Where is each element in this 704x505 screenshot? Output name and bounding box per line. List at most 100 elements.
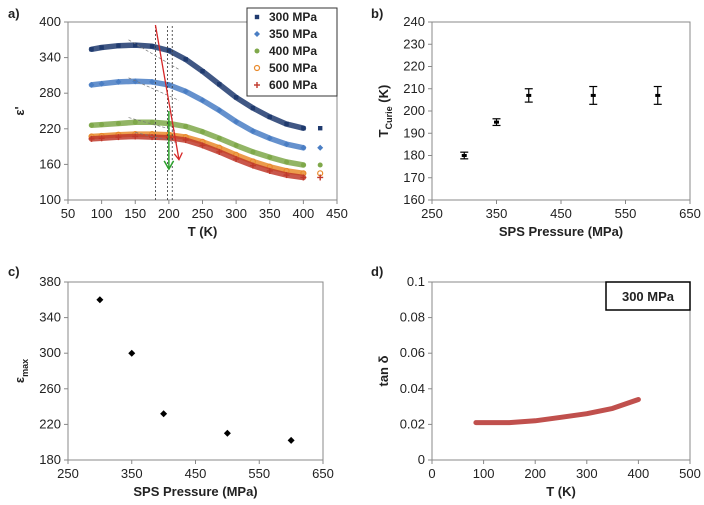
data-point xyxy=(590,93,596,97)
x-tick-label: 650 xyxy=(679,206,701,221)
plot-area-c xyxy=(67,281,324,461)
x-tick-label: 350 xyxy=(121,466,143,481)
x-tick-label: 450 xyxy=(326,206,348,221)
legend-label: 350 MPa xyxy=(269,27,317,41)
y-tick-label: 0.06 xyxy=(400,345,425,360)
series-line-300-MPa xyxy=(88,42,307,131)
data-point xyxy=(249,162,256,169)
data-point xyxy=(200,69,205,74)
y-tick-label: 220 xyxy=(39,416,61,431)
x-tick-label: 500 xyxy=(679,466,701,481)
data-point xyxy=(266,135,273,142)
panel-a: a)50 100 150 200 250 300 350 400 450100160220280… xyxy=(8,6,348,239)
tangent-line xyxy=(128,77,180,101)
legend-box xyxy=(246,7,338,97)
annotation-label: 300 MPa xyxy=(622,289,675,304)
data-point xyxy=(199,142,206,149)
x-tick-label: 50 xyxy=(61,206,75,221)
legend-marker xyxy=(254,14,260,20)
data-point xyxy=(88,81,95,88)
data-point xyxy=(249,128,256,135)
y-tick-label: 100 xyxy=(39,192,61,207)
end-marker xyxy=(317,174,324,181)
legend-label: 500 MPa xyxy=(269,61,317,75)
y-tick-label: 160 xyxy=(403,192,425,207)
data-point xyxy=(267,154,273,160)
x-tick-label: 650 xyxy=(312,466,334,481)
data-point xyxy=(494,120,499,124)
x-axis-title: T (K) xyxy=(546,484,576,499)
data-point xyxy=(461,154,467,157)
data-point xyxy=(233,118,240,125)
legend-label: 400 MPa xyxy=(269,44,317,58)
data-point xyxy=(182,88,189,95)
y-axis-title: εmax xyxy=(12,359,30,383)
data-point xyxy=(655,93,661,97)
data-point xyxy=(216,135,222,141)
panel-d: d) 0 100 200 300 400 500 0 0.02 0.04 0.06 0.08 0.1 T … xyxy=(371,264,701,499)
panel-label-a: a) xyxy=(8,6,20,21)
data-point xyxy=(200,129,205,135)
data-point xyxy=(89,122,95,128)
data-point xyxy=(266,167,273,174)
x-axis-title: T (K) xyxy=(188,224,218,239)
y-axis-title: TCurie (K) xyxy=(376,85,394,138)
x-tick-label: 450 xyxy=(185,466,207,481)
data-point xyxy=(166,48,172,53)
data-point xyxy=(149,134,156,141)
legend-label: 600 MPa xyxy=(269,78,317,92)
data-point xyxy=(250,105,256,111)
plot-area-b xyxy=(431,21,691,201)
legend-marker xyxy=(254,31,260,37)
data-point xyxy=(526,93,532,97)
data-point xyxy=(149,78,156,85)
tangent-line xyxy=(128,117,176,131)
series-line-400-MPa xyxy=(88,119,307,168)
data-point xyxy=(132,119,138,125)
x-tick-label: 250 xyxy=(421,206,443,221)
annotation-box xyxy=(605,281,691,311)
data-point xyxy=(182,137,189,144)
legend-marker xyxy=(253,64,261,72)
data-point xyxy=(133,42,138,48)
x-tick-label: 350 xyxy=(259,206,281,221)
data-point xyxy=(96,296,104,304)
data-point xyxy=(636,397,640,401)
x-tick-label: 300 xyxy=(576,466,598,481)
data-point xyxy=(128,349,136,357)
x-tick-label: 550 xyxy=(615,206,637,221)
x-tick-label: 100 xyxy=(473,466,495,481)
data-point xyxy=(160,410,168,418)
x-tick-label: 550 xyxy=(248,466,270,481)
data-point xyxy=(284,159,290,165)
panel-label-c: c) xyxy=(8,264,20,279)
legend-label: 300 MPa xyxy=(269,10,317,24)
panel-c: c) 250 350 450 550 650 180 220 260 300 340 380 SPS P… xyxy=(8,264,334,499)
data-point xyxy=(223,429,231,437)
x-tick-label: 450 xyxy=(550,206,572,221)
panel-b: b) 250 350 450 550 650 160 170 180 190 200 210 220 23… xyxy=(371,6,701,239)
y-tick-label: 260 xyxy=(39,381,61,396)
y-tick-label: 400 xyxy=(39,14,61,29)
y-tick-label: 0.1 xyxy=(407,274,425,289)
data-point xyxy=(88,135,95,142)
y-tick-label: 220 xyxy=(403,59,425,74)
data-point xyxy=(533,419,537,423)
trend-arrow-red xyxy=(154,24,180,160)
data-point xyxy=(233,156,240,163)
y-tick-label: 180 xyxy=(39,452,61,467)
data-point xyxy=(482,421,486,425)
legend-marker xyxy=(254,82,260,88)
data-point xyxy=(99,122,105,128)
data-point xyxy=(216,148,223,155)
data-point xyxy=(267,114,272,120)
data-point xyxy=(115,78,122,85)
y-tick-label: 340 xyxy=(39,50,61,65)
data-point xyxy=(287,436,295,444)
y-tick-label: 210 xyxy=(403,81,425,96)
panel-label-d: d) xyxy=(371,264,383,279)
x-axis-title: SPS Pressure (MPa) xyxy=(499,224,623,239)
trend-arrowhead-green xyxy=(163,160,175,171)
data-point xyxy=(300,174,307,181)
data-point xyxy=(284,121,289,127)
